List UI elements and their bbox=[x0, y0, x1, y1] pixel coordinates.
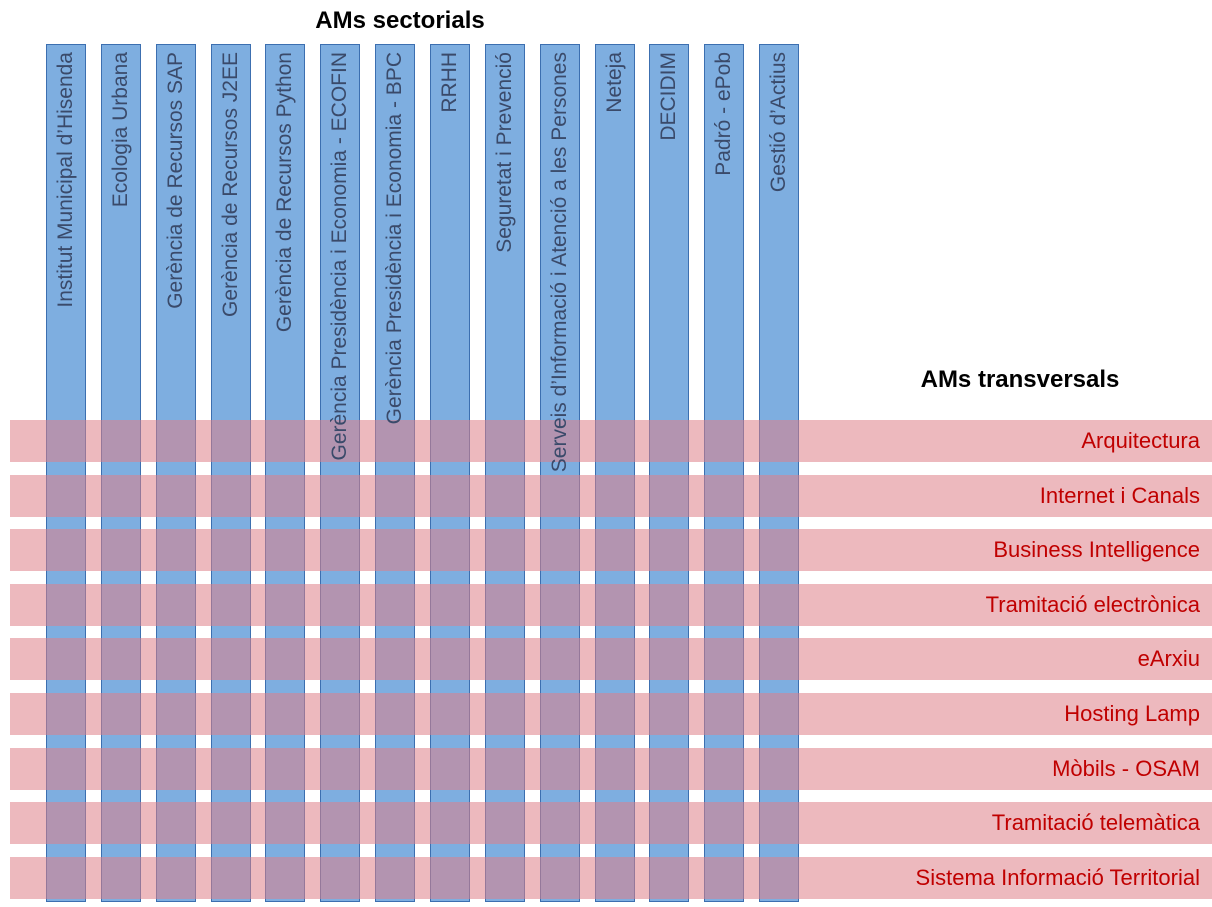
transversal-row-label: Business Intelligence bbox=[993, 537, 1200, 562]
transversal-row: Business Intelligence bbox=[10, 529, 1212, 571]
transversal-row: Mòbils - OSAM bbox=[10, 748, 1212, 790]
transversal-row-label: Sistema Informació Territorial bbox=[915, 865, 1200, 890]
transversal-row: Arquitectura bbox=[10, 420, 1212, 462]
transversal-row-label: Mòbils - OSAM bbox=[1052, 756, 1200, 781]
transversal-row: Tramitació electrònica bbox=[10, 584, 1212, 626]
transversal-row-label: Internet i Canals bbox=[1039, 483, 1200, 508]
sectorial-heading: AMs sectorials bbox=[315, 7, 485, 34]
transversal-row: Internet i Canals bbox=[10, 475, 1212, 517]
transversal-row-label: Tramitació electrònica bbox=[985, 592, 1200, 617]
transversal-row-label: Arquitectura bbox=[1081, 428, 1200, 453]
transversal-row-label: Hosting Lamp bbox=[1064, 701, 1200, 726]
transversal-heading: AMs transversals bbox=[920, 366, 1120, 393]
transversal-row-label: eArxiu bbox=[1137, 646, 1200, 671]
transversal-row: Sistema Informació Territorial bbox=[10, 857, 1212, 899]
transversal-row: eArxiu bbox=[10, 638, 1212, 680]
transversal-row: Hosting Lamp bbox=[10, 693, 1212, 735]
transversal-row-label: Tramitació telemàtica bbox=[991, 810, 1200, 835]
transversal-row: Tramitació telemàtica bbox=[10, 802, 1212, 844]
